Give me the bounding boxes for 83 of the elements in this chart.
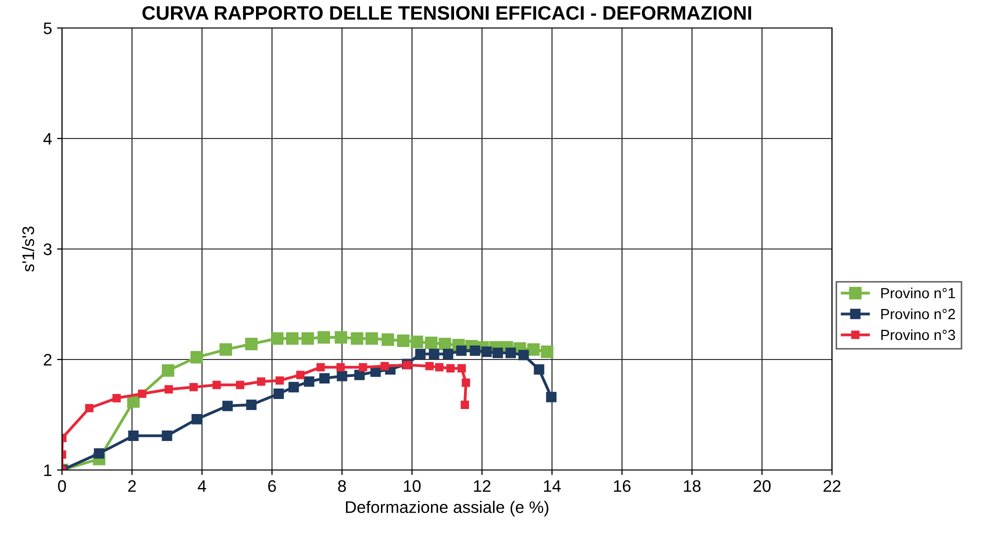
x-tick-label: 16 [614, 480, 631, 492]
point [358, 363, 368, 372]
point [527, 343, 540, 356]
x-tick-label: 10 [404, 480, 421, 492]
point [442, 348, 454, 360]
point [245, 338, 258, 350]
point [189, 382, 198, 392]
legend-label: Provino n°1 [881, 288, 955, 298]
legend-label: Provino n°2 [881, 308, 955, 320]
point [336, 363, 345, 372]
x-tick-label: 14 [544, 480, 561, 492]
point [190, 351, 203, 364]
x-tick-label: 18 [684, 480, 701, 492]
point [276, 376, 284, 385]
point [246, 400, 257, 410]
y-tick-label: 2 [44, 354, 52, 366]
point [470, 345, 480, 356]
y-axis-title: s'1/s'3 [22, 226, 34, 272]
x-tick-label: 2 [128, 480, 136, 492]
point [540, 346, 554, 358]
y-tick-label: 4 [43, 133, 52, 145]
point [492, 348, 503, 358]
x-tick-label: 12 [474, 480, 490, 492]
point [319, 373, 330, 384]
legend-label: Provino n°3 [881, 329, 956, 340]
x-tick-label: 4 [198, 480, 206, 492]
point [301, 332, 314, 345]
point [460, 400, 470, 409]
point [236, 380, 244, 390]
point [446, 364, 455, 373]
point [334, 331, 348, 344]
point [162, 430, 172, 441]
point [428, 348, 440, 360]
point [296, 370, 305, 380]
point [192, 414, 202, 424]
point [256, 377, 266, 386]
point [462, 378, 470, 387]
point [304, 376, 314, 387]
point [534, 364, 544, 375]
point [94, 448, 104, 459]
point [286, 332, 299, 345]
point [382, 333, 394, 346]
x-tick-label: 6 [268, 480, 276, 492]
x-axis-title: Deformazione assiale (e %) [346, 500, 548, 516]
point [425, 336, 438, 350]
point [518, 350, 529, 360]
point [456, 345, 467, 356]
point [481, 346, 492, 357]
point [397, 334, 410, 347]
point [222, 400, 233, 412]
y-tick-label: 5 [44, 22, 52, 34]
point [366, 332, 378, 345]
point [505, 348, 516, 358]
x-tick-label: 22 [824, 480, 840, 492]
point [138, 390, 146, 398]
point [336, 370, 348, 382]
point [316, 363, 325, 372]
point [318, 331, 330, 344]
y-tick-label: 3 [44, 243, 52, 256]
point [410, 336, 424, 348]
point [380, 362, 389, 370]
point [162, 364, 174, 377]
point [438, 338, 452, 350]
x-tick-label: 20 [754, 480, 771, 492]
point [435, 363, 444, 372]
point [546, 392, 557, 402]
point [458, 364, 466, 373]
point [85, 404, 94, 412]
point [415, 348, 426, 360]
chart-title: CURVA RAPPORTO DELLE TENSIONI EFFICACI - DEFORMAZIONI [142, 6, 752, 20]
y-tick-label: 1 [44, 464, 52, 476]
point [288, 382, 299, 392]
point [271, 332, 284, 345]
point [212, 380, 221, 390]
point [273, 388, 284, 399]
point [425, 362, 434, 370]
point [350, 332, 364, 345]
point [220, 343, 232, 356]
point [112, 394, 121, 402]
x-tick-label: 0 [58, 480, 66, 492]
point [128, 430, 139, 441]
x-tick-label: 8 [338, 480, 346, 492]
point [164, 385, 173, 394]
